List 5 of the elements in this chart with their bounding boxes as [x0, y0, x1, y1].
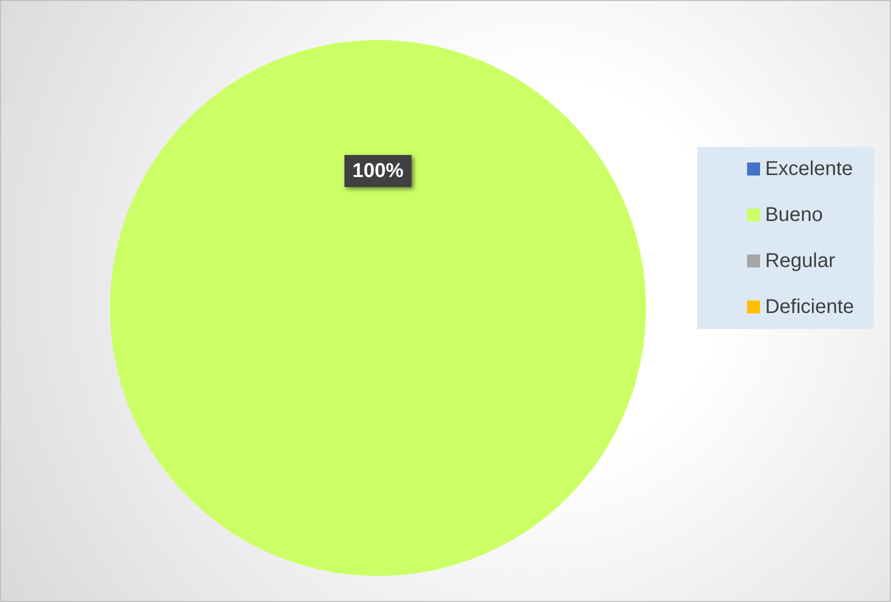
legend-label: Deficiente: [765, 296, 854, 318]
legend-label: Bueno: [765, 204, 823, 226]
data-label: 100%: [352, 160, 404, 182]
legend-label: Excelente: [765, 158, 853, 180]
legend-label: Regular: [765, 250, 836, 272]
